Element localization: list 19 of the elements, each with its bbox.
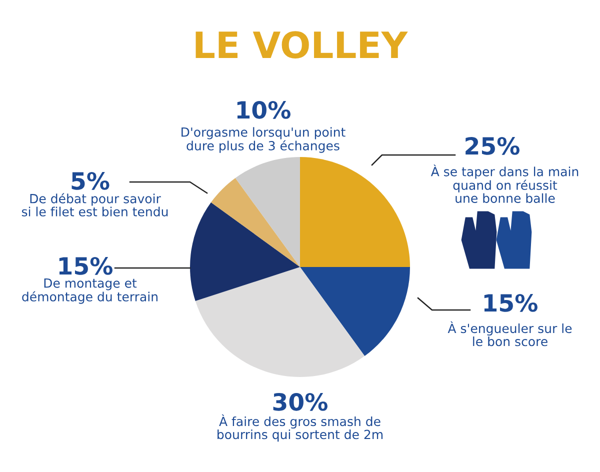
- pie-slice: [235, 157, 300, 267]
- chart-title: LE VOLLEY: [196, 31, 408, 58]
- pie-slice: [300, 267, 410, 356]
- pie-slice: [300, 157, 410, 267]
- pie-slice: [190, 202, 300, 301]
- data-label: 10%: [237, 100, 291, 119]
- pie-slice: [211, 178, 300, 267]
- pie-slice: [195, 267, 365, 377]
- slice-label: De montage et démontage du terrain: [22, 278, 158, 304]
- slice-label: D'orgasme lorsqu'un point dure plus de 3 échanges: [182, 127, 346, 153]
- data-label: 25%: [466, 136, 520, 155]
- data-label: 5%: [72, 172, 110, 190]
- data-label: 15%: [484, 294, 538, 312]
- data-label: 30%: [273, 392, 328, 411]
- data-label: 15%: [59, 256, 113, 275]
- slice-label: De débat pour savoir si le filet est bien tendu: [22, 193, 168, 216]
- slice-label: À faire des gros smash de bourrins qui sortent de 2m: [218, 414, 383, 442]
- slice-label: À s'engueuler sur le le bon score: [448, 321, 572, 346]
- slice-label: À se taper dans la main quand on réussit une bonne balle: [430, 164, 578, 203]
